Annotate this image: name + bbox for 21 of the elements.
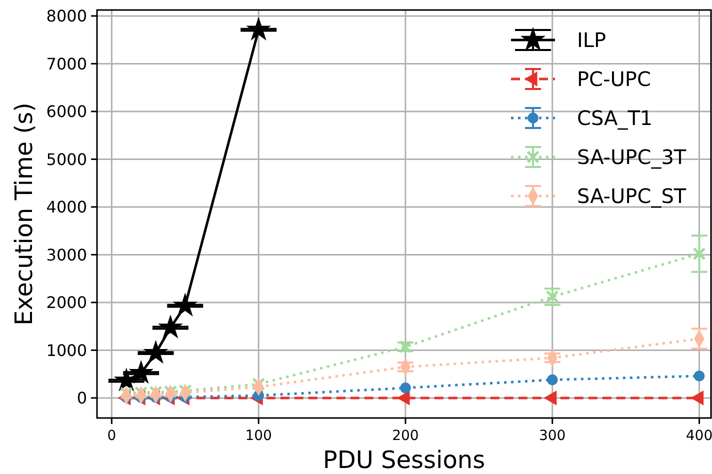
legend-label: SA-UPC_ST [577,184,687,208]
x-tick-label: 300 [538,428,566,444]
y-axis-title: Execution Time (s) [10,102,38,326]
x-tick-label: 400 [686,428,712,444]
y-tick-label: 2000 [46,293,87,312]
y-tick-label: 7000 [46,54,87,74]
y-tick-label: 4000 [46,198,87,217]
x-tick-label: 200 [392,428,419,444]
x-tick-label: 100 [245,428,272,444]
y-tick-label: 5000 [46,150,87,169]
y-tick-label: 0 [76,388,87,408]
x-tick-label: 0 [107,428,116,444]
y-tick-label: 1000 [46,340,87,360]
y-tick-label: 6000 [46,102,87,122]
legend-label: ILP [577,28,606,52]
y-tick-label: 3000 [46,245,87,264]
legend-label: SA-UPC_3T [577,145,687,170]
legend-label: PC-UPC [577,67,651,92]
y-tick-label: 8000 [46,6,87,26]
x-axis-title: PDU Sessions [322,446,486,474]
legend-label: CSA_T1 [577,106,653,130]
